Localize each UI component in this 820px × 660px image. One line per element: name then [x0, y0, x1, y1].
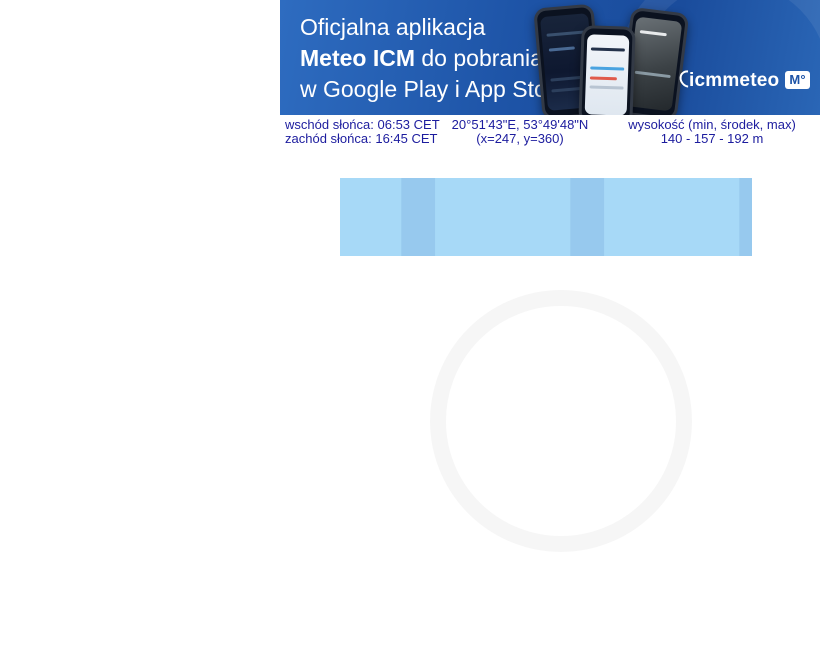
phone-mockup-center [578, 25, 636, 115]
main-temperature-chart [340, 178, 752, 256]
app-banner[interactable]: Oficjalna aplikacja Meteo ICM do pobrani… [280, 0, 820, 115]
banner-line3: w Google Play i App Store [300, 76, 568, 102]
sunset-info: zachód słońca: 16:45 CET [285, 131, 438, 146]
grid-xy: (x=247, y=360) [476, 131, 564, 146]
altitude-label: wysokość (min, środek, max) [628, 117, 796, 132]
watermark-circle [430, 290, 692, 552]
icmmeteo-logo: icmmeteo M° [676, 66, 810, 92]
banner-text: Oficjalna aplikacja Meteo ICM do pobrani… [300, 12, 567, 105]
banner-line2: Meteo ICM do pobrania [300, 45, 543, 71]
coordinates: 20°51'43"E, 53°49'48"N [451, 117, 589, 132]
logo-m-badge: M° [785, 71, 810, 89]
sunrise-info: wschód słońca: 06:53 CET [285, 117, 440, 132]
banner-line1: Oficjalna aplikacja [300, 14, 486, 40]
altitude-values: 140 - 157 - 192 m [660, 131, 764, 146]
